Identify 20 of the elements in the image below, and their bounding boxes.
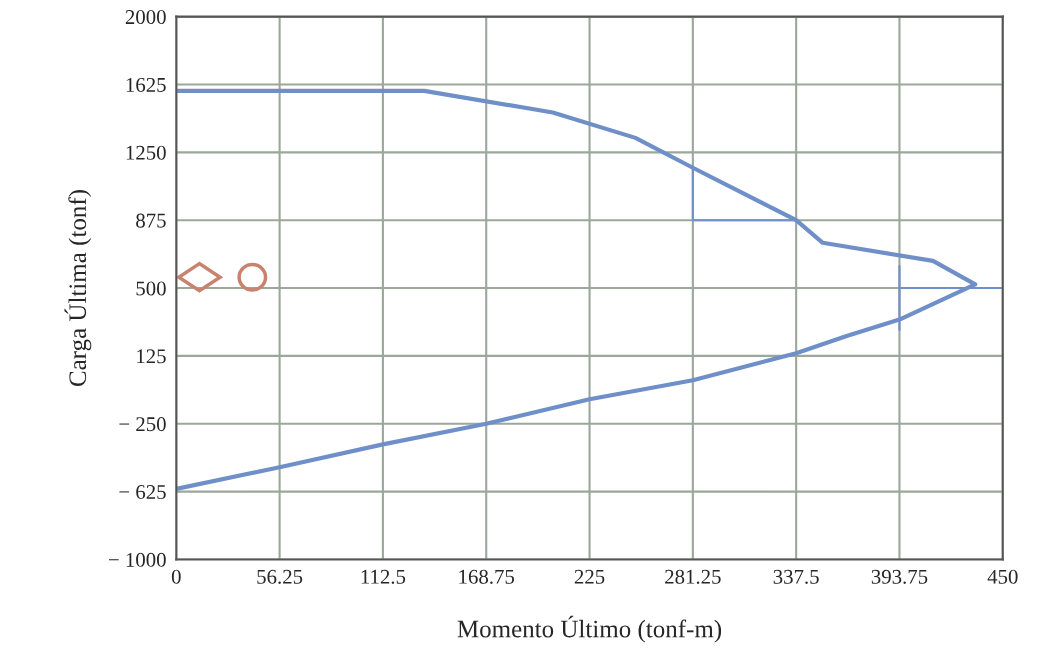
x-tick-label: 168.75 <box>459 569 515 584</box>
y-tick-label: 1625 <box>126 77 166 92</box>
y-tick-label: − 1000 <box>108 552 166 567</box>
x-tick-label: 393.75 <box>871 569 928 584</box>
x-tick-label: 337.5 <box>773 569 819 584</box>
y-tick-label: 1250 <box>126 145 166 160</box>
y-tick-label: 125 <box>137 349 166 364</box>
x-axis-title: Momento Último (tonf-m) <box>457 615 722 643</box>
x-tick-label: 225 <box>574 569 605 584</box>
y-tick-label: − 625 <box>119 485 166 500</box>
y-tick-label: 2000 <box>125 10 166 25</box>
x-tick-label: 112.5 <box>361 569 406 584</box>
x-tick-label: 450 <box>987 569 1018 584</box>
y-tick-label: − 250 <box>119 417 166 432</box>
y-axis-title: Carga Última (tonf) <box>64 190 92 387</box>
x-tick-label: 0 <box>171 569 181 584</box>
x-tick-label: 281.25 <box>665 569 721 584</box>
y-tick-label: 875 <box>136 213 166 228</box>
y-tick-label: 500 <box>136 281 166 296</box>
x-tick-label: 56.25 <box>257 569 303 584</box>
